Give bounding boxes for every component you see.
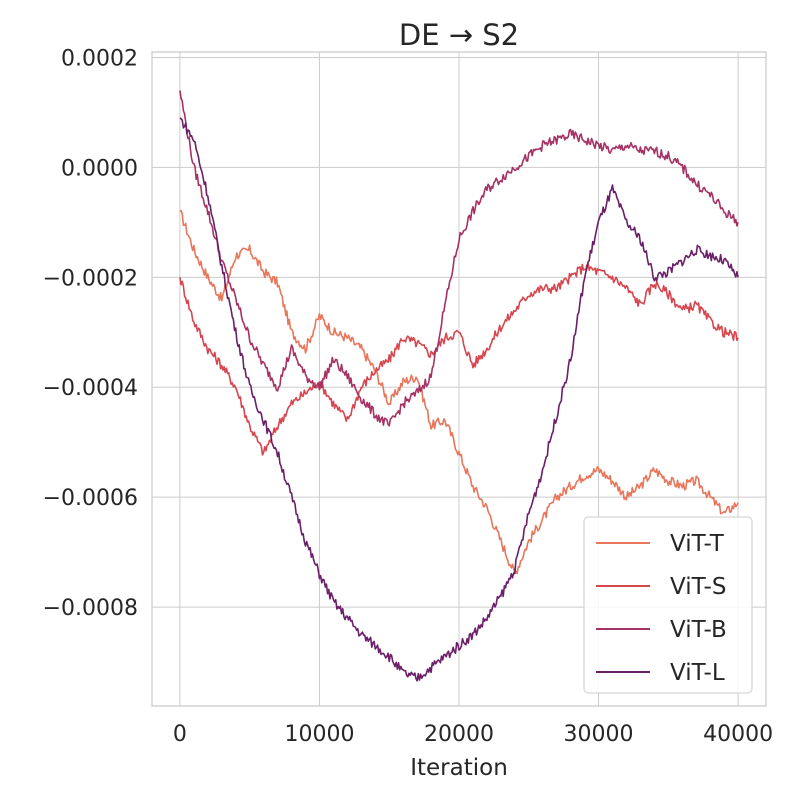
series-line-vit-s (179, 262, 739, 456)
x-tick-label: 40000 (703, 722, 773, 747)
y-tick-label: 0.0000 (61, 156, 138, 181)
legend-label-vit-s: ViT-S (670, 574, 726, 600)
series-line-vit-l (179, 117, 739, 682)
y-tick-label: −0.0002 (43, 266, 138, 291)
legend-label-vit-l: ViT-L (670, 660, 725, 686)
y-tick-label: −0.0006 (43, 486, 138, 511)
x-tick-label: 10000 (284, 722, 354, 747)
plot-frame (151, 51, 767, 707)
tick-labels: 0 10000 20000 30000 40000 0.0002 0.0000 −0.0002… (43, 46, 774, 747)
y-tick-label: 0.0002 (61, 46, 138, 71)
legend-label-vit-t: ViT-T (670, 531, 725, 557)
y-tick-label: −0.0008 (43, 596, 138, 621)
x-tick-label: 20000 (424, 722, 494, 747)
series-line-vit-t (179, 209, 739, 575)
y-tick-label: −0.0004 (43, 376, 138, 401)
legend-box (583, 516, 753, 694)
x-tick-label: 0 (173, 722, 187, 747)
legend-label-vit-b: ViT-B (670, 617, 727, 643)
x-axis-label: Iteration (410, 755, 508, 781)
series-lines (179, 90, 739, 682)
x-tick-label: 30000 (564, 722, 634, 747)
grid-lines (152, 52, 766, 706)
series-line-vit-b (179, 90, 739, 427)
chart-title: DE → S2 (399, 18, 519, 52)
legend: ViT-T ViT-S ViT-B ViT-L (583, 516, 753, 694)
